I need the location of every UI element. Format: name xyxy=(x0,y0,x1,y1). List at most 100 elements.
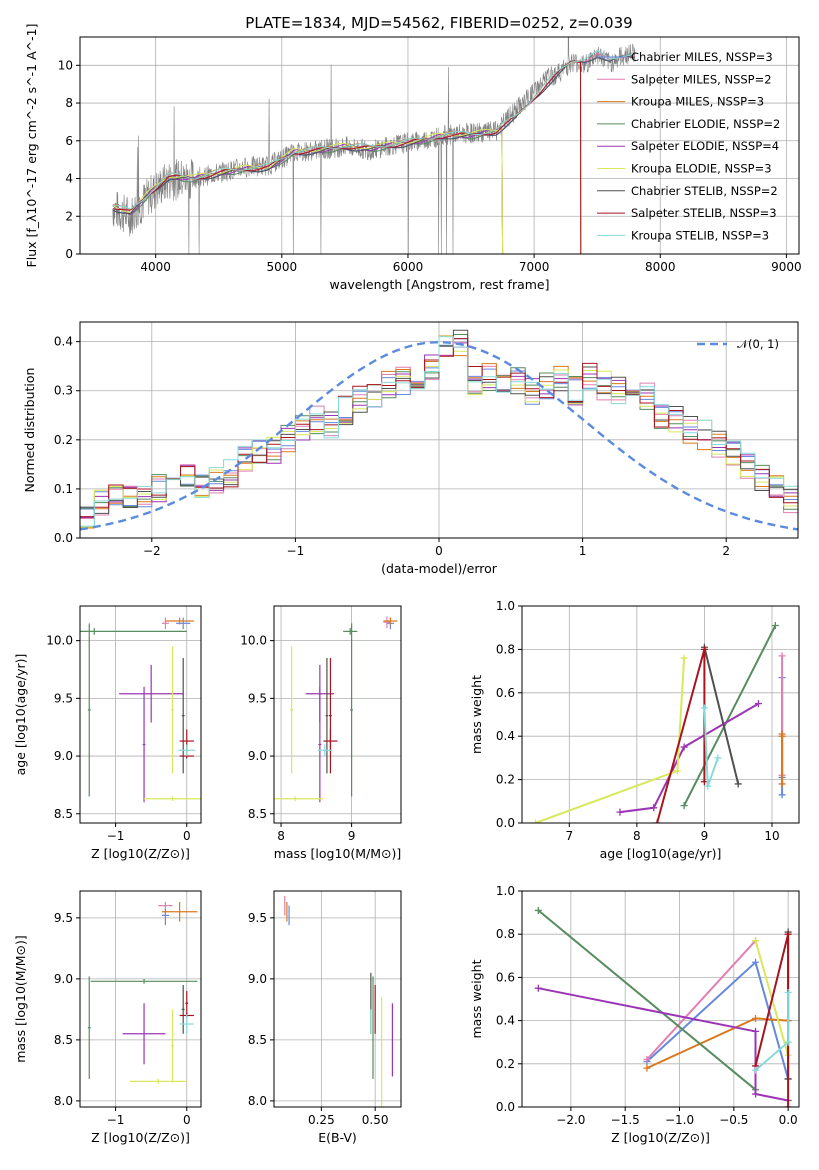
gridlines xyxy=(522,605,799,824)
marker-plus xyxy=(752,937,760,945)
line-salpeter-elodie xyxy=(538,987,789,1102)
plot-area xyxy=(80,617,201,803)
y-tick-label: 0.6 xyxy=(496,970,515,984)
marker-plus xyxy=(680,743,688,751)
y-tick-label: 9.5 xyxy=(54,911,73,925)
marker-plus xyxy=(778,791,786,799)
x-tick-label: 9000 xyxy=(771,260,802,274)
x-axis-label: Z [log10(Z/Z⊙)] xyxy=(91,1130,190,1145)
legend-label: 𝒩(0, 1) xyxy=(737,337,779,351)
panel-residual-histogram: −2 −1 0 1 2 0.0 0.1 0.2 0.3 0.4 (data-model)/error… xyxy=(22,321,799,576)
x-tick-label: 5000 xyxy=(267,260,298,274)
x-axis-label: (data-model)/error xyxy=(381,561,498,576)
y-tick-label: 8.0 xyxy=(54,1094,73,1108)
panel-mass-vs-E(B-V): 0.25 0.50 8.0 8.5 9.0 9.5 E(B-V) xyxy=(248,890,402,1145)
panel-mass-weight-vs-Z: −2.0 −1.5 −1.0 −0.5 0.0 0.0 0.2 0.4 0.6 0.8 1.0 Z [… xyxy=(469,884,800,1145)
model-line-salpeter-stelib xyxy=(112,60,582,254)
model-line-kroupa-stelib xyxy=(112,49,636,210)
y-tick-label: 8.0 xyxy=(248,1094,267,1108)
marker-plus xyxy=(752,1027,760,1035)
y-tick-label: 2 xyxy=(65,209,73,223)
y-tick-label: 0.1 xyxy=(54,482,73,496)
plot-area xyxy=(532,622,786,823)
x-axis-label: Z [log10(Z/Z⊙)] xyxy=(611,1130,710,1145)
marker-plus xyxy=(534,984,542,992)
y-tick-label: 10.0 xyxy=(46,634,73,648)
x-tick-label: 0.25 xyxy=(308,1113,335,1127)
panel-mass-weight-vs-age: 7 8 9 10 0.0 0.2 0.4 0.6 0.8 1.0 age [log10(age/yr… xyxy=(469,599,800,861)
x-tick-label: 0.0 xyxy=(779,1113,798,1127)
line-chabrier-elodie xyxy=(537,909,757,1091)
x-tick-label: −2.0 xyxy=(556,1113,585,1127)
marker-plus xyxy=(784,1038,792,1046)
axes-frame xyxy=(273,605,402,824)
y-axis-label: mass [log10(M/M⊙)] xyxy=(13,935,28,1063)
plot-area xyxy=(534,906,792,1107)
axes-frame xyxy=(79,890,202,1108)
line-salpeter-miles xyxy=(646,940,757,1061)
plot-area xyxy=(284,895,393,1107)
x-axis-label: age [log10(age/yr)] xyxy=(600,846,722,861)
x-tick-label: 8 xyxy=(277,829,285,843)
legend-label: Chabrier MILES, NSSP=3 xyxy=(631,50,773,64)
y-axis-label: Flux [f_λ10^-17 erg cm^-2 s^-1 A^-1] xyxy=(24,24,39,268)
y-tick-label: 1.0 xyxy=(496,599,515,613)
axes-frame xyxy=(79,36,800,255)
figure-title: PLATE=1834, MJD=54562, FIBERID=0252, z=0… xyxy=(245,14,632,32)
hist-kroupa-stelib xyxy=(80,336,798,527)
y-tick-label: 8.5 xyxy=(54,1033,73,1047)
marker-plus xyxy=(532,819,540,823)
marker-plus xyxy=(778,780,786,788)
y-tick-label: 8 xyxy=(65,96,73,110)
gridlines xyxy=(274,606,401,823)
y-axis-label: Normed distribution xyxy=(22,368,37,493)
x-tick-label: 8 xyxy=(633,829,641,843)
x-tick-label: 2 xyxy=(722,544,730,558)
y-tick-label: 9.0 xyxy=(54,972,73,986)
axes-frame xyxy=(79,605,202,824)
y-axis-label: age [log10(age/yr)] xyxy=(13,654,28,776)
gridlines xyxy=(522,890,799,1108)
marker-plus xyxy=(752,1014,760,1022)
axes-frame xyxy=(521,605,800,824)
marker-plus xyxy=(673,767,681,775)
marker-plus xyxy=(734,780,742,788)
marker-plus xyxy=(653,819,661,823)
x-tick-label: −1.5 xyxy=(611,1113,640,1127)
y-tick-label: 0 xyxy=(65,247,73,261)
model-line-salpeter-elodie xyxy=(112,127,504,254)
marker-plus xyxy=(616,808,624,816)
legend-label: Kroupa STELIB, NSSP=3 xyxy=(631,228,769,242)
panel-spectrum: 4000 5000 6000 7000 8000 9000 0 2 4 6 8 10 wavelengt… xyxy=(24,24,802,292)
y-tick-label: 9.0 xyxy=(248,749,267,763)
legend-label: Chabrier STELIB, NSSP=2 xyxy=(631,184,778,198)
marker-plus xyxy=(752,1090,760,1098)
legend-label: Salpeter STELIB, NSSP=3 xyxy=(631,206,777,220)
marker-plus xyxy=(754,700,762,708)
panel-age-vs-mass: 8 9 8.5 9.0 9.5 10.0 mass [log10(M/M⊙)] xyxy=(240,605,402,861)
y-tick-label: 10.0 xyxy=(240,634,267,648)
legend-label: Kroupa MILES, NSSP=3 xyxy=(631,95,764,109)
legend-label: Kroupa ELODIE, NSSP=3 xyxy=(631,162,772,176)
x-tick-label: 9 xyxy=(348,829,356,843)
y-tick-label: 0.0 xyxy=(54,531,73,545)
marker-plus xyxy=(680,802,688,810)
y-tick-label: 0.2 xyxy=(496,1057,515,1071)
line-kroupa-stelib xyxy=(703,707,719,787)
x-tick-label: 4000 xyxy=(140,260,171,274)
x-axis-label: mass [log10(M/M⊙)] xyxy=(274,846,402,861)
hist-salpeter-miles xyxy=(80,346,798,519)
axes-frame xyxy=(79,321,799,539)
x-tick-label: −1 xyxy=(287,544,305,558)
x-tick-label: 10 xyxy=(764,829,779,843)
y-tick-label: 8.5 xyxy=(248,807,267,821)
line-chabrier-stelib xyxy=(703,646,740,785)
panel-age-vs-Z: −1 0 8.5 9.0 9.5 10.0 Z [log10(Z/Z⊙)] age [log1… xyxy=(13,605,202,861)
x-tick-label: −0.5 xyxy=(719,1113,748,1127)
x-tick-label: −1 xyxy=(107,829,125,843)
marker-plus xyxy=(534,906,542,914)
marker-plus xyxy=(704,782,712,790)
marker-plus xyxy=(778,732,786,740)
y-tick-label: 1.0 xyxy=(496,884,515,898)
